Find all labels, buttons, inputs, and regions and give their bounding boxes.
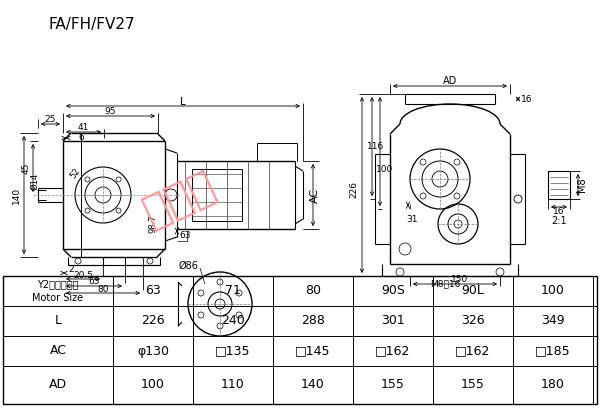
Text: 349: 349 (541, 315, 565, 328)
Text: ₁: ₁ (476, 281, 479, 287)
Text: AC: AC (49, 344, 67, 357)
Text: 90L: 90L (461, 285, 484, 297)
Text: □162: □162 (455, 344, 491, 357)
Text: 63: 63 (179, 231, 191, 240)
Text: Ø14: Ø14 (31, 173, 40, 189)
Text: AD: AD (49, 378, 67, 391)
Text: 140: 140 (301, 378, 325, 391)
Text: 2:1: 2:1 (551, 216, 567, 226)
Text: FA/FH/FV27: FA/FH/FV27 (48, 17, 134, 32)
Text: 226: 226 (349, 180, 359, 198)
Text: 80: 80 (97, 285, 109, 294)
Bar (548, 171, 570, 199)
Text: 95: 95 (104, 108, 116, 117)
Text: M8深16: M8深16 (430, 279, 460, 288)
Text: □162: □162 (376, 344, 410, 357)
Text: M8: M8 (577, 178, 587, 192)
Text: 140: 140 (11, 187, 20, 204)
Text: φ130: φ130 (137, 344, 169, 357)
Text: 6: 6 (78, 133, 84, 142)
Text: 155: 155 (461, 378, 485, 391)
Text: 31: 31 (406, 214, 418, 223)
Text: 25: 25 (45, 115, 56, 124)
Text: 16: 16 (521, 94, 533, 103)
Text: 63: 63 (145, 285, 161, 297)
Text: AD: AD (443, 76, 457, 86)
Text: 100: 100 (141, 378, 165, 391)
Text: Motor Size: Motor Size (32, 293, 83, 303)
Text: □145: □145 (295, 344, 331, 357)
Text: 71: 71 (225, 285, 241, 297)
Text: 100: 100 (541, 285, 565, 297)
Text: 100: 100 (376, 164, 394, 173)
Text: 110: 110 (221, 378, 245, 391)
Text: Ø86: Ø86 (178, 261, 198, 271)
Text: □135: □135 (215, 344, 251, 357)
Text: 226: 226 (141, 315, 165, 328)
Text: 180: 180 (541, 378, 565, 391)
Text: L: L (180, 97, 186, 107)
Text: 大瓦山: 大瓦山 (137, 164, 223, 234)
Text: 288: 288 (301, 315, 325, 328)
Text: 65: 65 (88, 277, 100, 286)
Text: 20.5: 20.5 (73, 270, 93, 279)
Text: 301: 301 (381, 315, 405, 328)
Text: 52: 52 (68, 166, 82, 180)
Text: Y2电机机座号: Y2电机机座号 (37, 279, 79, 289)
Text: 98.7: 98.7 (149, 215, 157, 233)
Text: 90S: 90S (381, 285, 405, 297)
Text: 240: 240 (221, 315, 245, 328)
Text: 116: 116 (367, 142, 385, 151)
Text: □185: □185 (535, 344, 571, 357)
Text: 16: 16 (553, 207, 565, 216)
Text: 150: 150 (451, 276, 469, 285)
Text: 80: 80 (305, 285, 321, 297)
Bar (3, 276, 597, 404)
Text: 45: 45 (22, 162, 31, 174)
Text: 326: 326 (461, 315, 485, 328)
Text: 2: 2 (68, 265, 74, 274)
Text: L: L (55, 315, 62, 328)
Text: AC: AC (310, 187, 320, 202)
Text: 155: 155 (381, 378, 405, 391)
Text: 41: 41 (77, 124, 89, 133)
